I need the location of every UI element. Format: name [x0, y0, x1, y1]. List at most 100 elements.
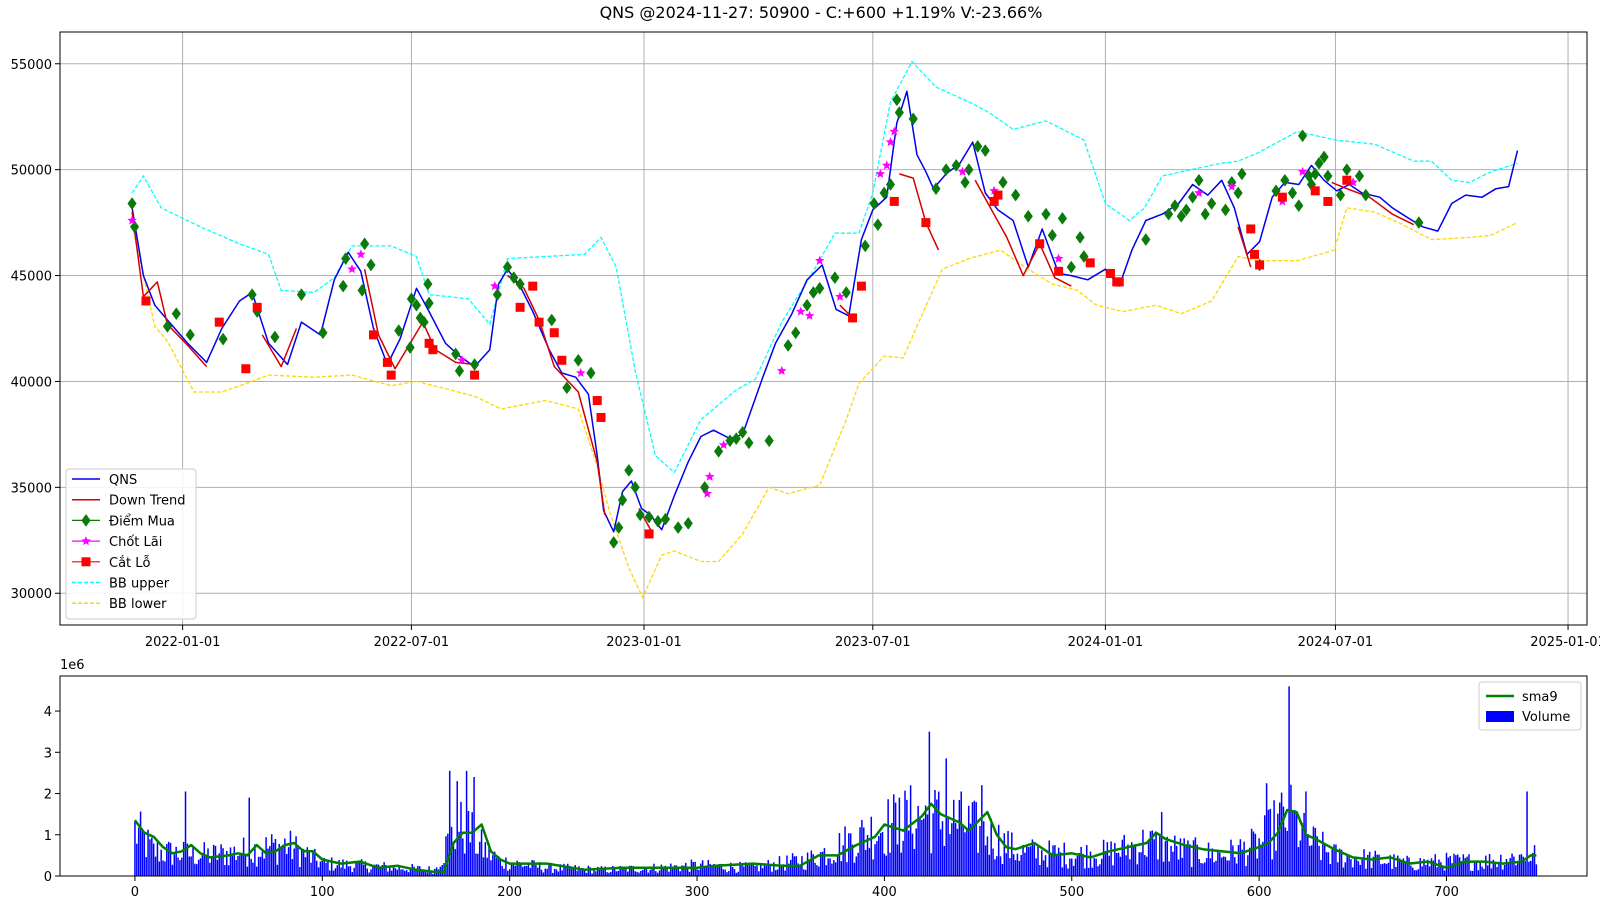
buy-marker [791, 326, 801, 340]
volume-bar [596, 866, 599, 876]
buy-marker [1361, 188, 1371, 202]
take-profit-marker [815, 255, 825, 265]
volume-bar [595, 871, 597, 876]
volume-bar [544, 868, 547, 876]
stop-loss-marker [549, 328, 559, 338]
volume-bar [788, 863, 790, 876]
volume-bar [1500, 854, 1502, 876]
volume-bar [739, 861, 741, 876]
series-bb-lower [131, 207, 1518, 600]
y-tick-label: 2 [44, 788, 52, 803]
volume-bar [503, 868, 505, 876]
volume-bar [304, 857, 307, 876]
volume-bar [981, 785, 983, 876]
volume-bar [713, 863, 715, 876]
buy-marker [1176, 209, 1186, 223]
volume-bar [879, 832, 882, 876]
volume-bar [469, 842, 472, 876]
buy-marker [869, 197, 879, 210]
buy-marker [873, 218, 883, 232]
volume-bar [750, 864, 753, 876]
volume-bar [1138, 852, 1140, 876]
buy-marker [573, 353, 583, 367]
volume-bar [1082, 853, 1084, 876]
volume-bar [743, 866, 745, 876]
volume-bar [1020, 855, 1022, 876]
volume-bar [1496, 866, 1498, 876]
volume-bar [197, 859, 200, 876]
buy-marker [1310, 167, 1320, 181]
volume-bar [1419, 858, 1421, 876]
volume-bar [1415, 870, 1418, 876]
volume-bar [565, 866, 567, 876]
volume-bar [1213, 862, 1215, 876]
volume-bar [1346, 854, 1348, 876]
volume-bar [1078, 853, 1080, 876]
volume-bar [1451, 863, 1453, 876]
volume-bar [220, 844, 222, 876]
volume-bar [1528, 861, 1530, 876]
volume-bar [922, 818, 925, 876]
volume-bar [323, 857, 325, 876]
volume-bar [617, 870, 620, 876]
buy-marker [673, 521, 683, 535]
volume-bar [229, 847, 232, 876]
y-tick-label: 55000 [11, 58, 52, 73]
legend-label: Volume [1522, 710, 1570, 725]
volume-bar [136, 843, 138, 876]
volume-bar [1134, 844, 1137, 876]
volume-bar [1348, 854, 1350, 876]
volume-bar [971, 802, 974, 876]
buy-marker [931, 182, 941, 196]
volume-bar [619, 866, 621, 876]
series-down-trend [507, 275, 606, 516]
take-profit-marker [347, 264, 357, 274]
volume-bar [1533, 845, 1536, 876]
volume-bar [542, 872, 545, 876]
volume-bar [741, 863, 743, 876]
volume-bar [1018, 860, 1021, 876]
volume-bar [1215, 860, 1217, 876]
buy-marker [1294, 199, 1304, 213]
buy-marker [713, 444, 724, 458]
volume-bar [1357, 861, 1360, 876]
volume-bar [265, 837, 267, 876]
volume-bar [709, 863, 711, 876]
volume-bar [1149, 831, 1152, 876]
volume-bar [355, 862, 357, 876]
volume-bar [154, 856, 157, 876]
volume-bar [422, 869, 425, 876]
volume-bar [567, 863, 569, 876]
volume-bar [803, 869, 805, 876]
volume-bar [179, 860, 181, 876]
volume-bar [546, 868, 548, 876]
volume-bar [926, 814, 929, 876]
buy-marker [1280, 173, 1290, 187]
volume-bar [1393, 854, 1395, 876]
volume-bar [510, 863, 513, 876]
volume-bar [1159, 833, 1161, 876]
volume-bar [1016, 853, 1019, 876]
x-tick-label: 200 [497, 885, 522, 900]
stop-loss-marker [1105, 268, 1115, 278]
volume-bar [681, 865, 683, 876]
take-profit-marker [777, 365, 787, 375]
volume-bar [578, 866, 580, 876]
buy-marker [1047, 228, 1057, 242]
volume-bar [626, 871, 629, 876]
series-down-trend [131, 211, 208, 368]
volume-bar [1104, 851, 1107, 876]
volume-bar [1157, 859, 1159, 876]
buy-marker [1237, 167, 1247, 181]
volume-bar [462, 838, 464, 876]
volume-bar [585, 872, 588, 876]
volume-bar [1335, 844, 1337, 876]
volume-bar [1187, 840, 1189, 876]
volume-bar [773, 862, 775, 876]
volume-bar [634, 871, 636, 876]
volume-bar [1039, 865, 1041, 876]
volume-bar [359, 861, 361, 876]
volume-bar [1234, 857, 1236, 876]
x-tick-label: 300 [685, 885, 710, 900]
volume-bar [1190, 866, 1193, 876]
